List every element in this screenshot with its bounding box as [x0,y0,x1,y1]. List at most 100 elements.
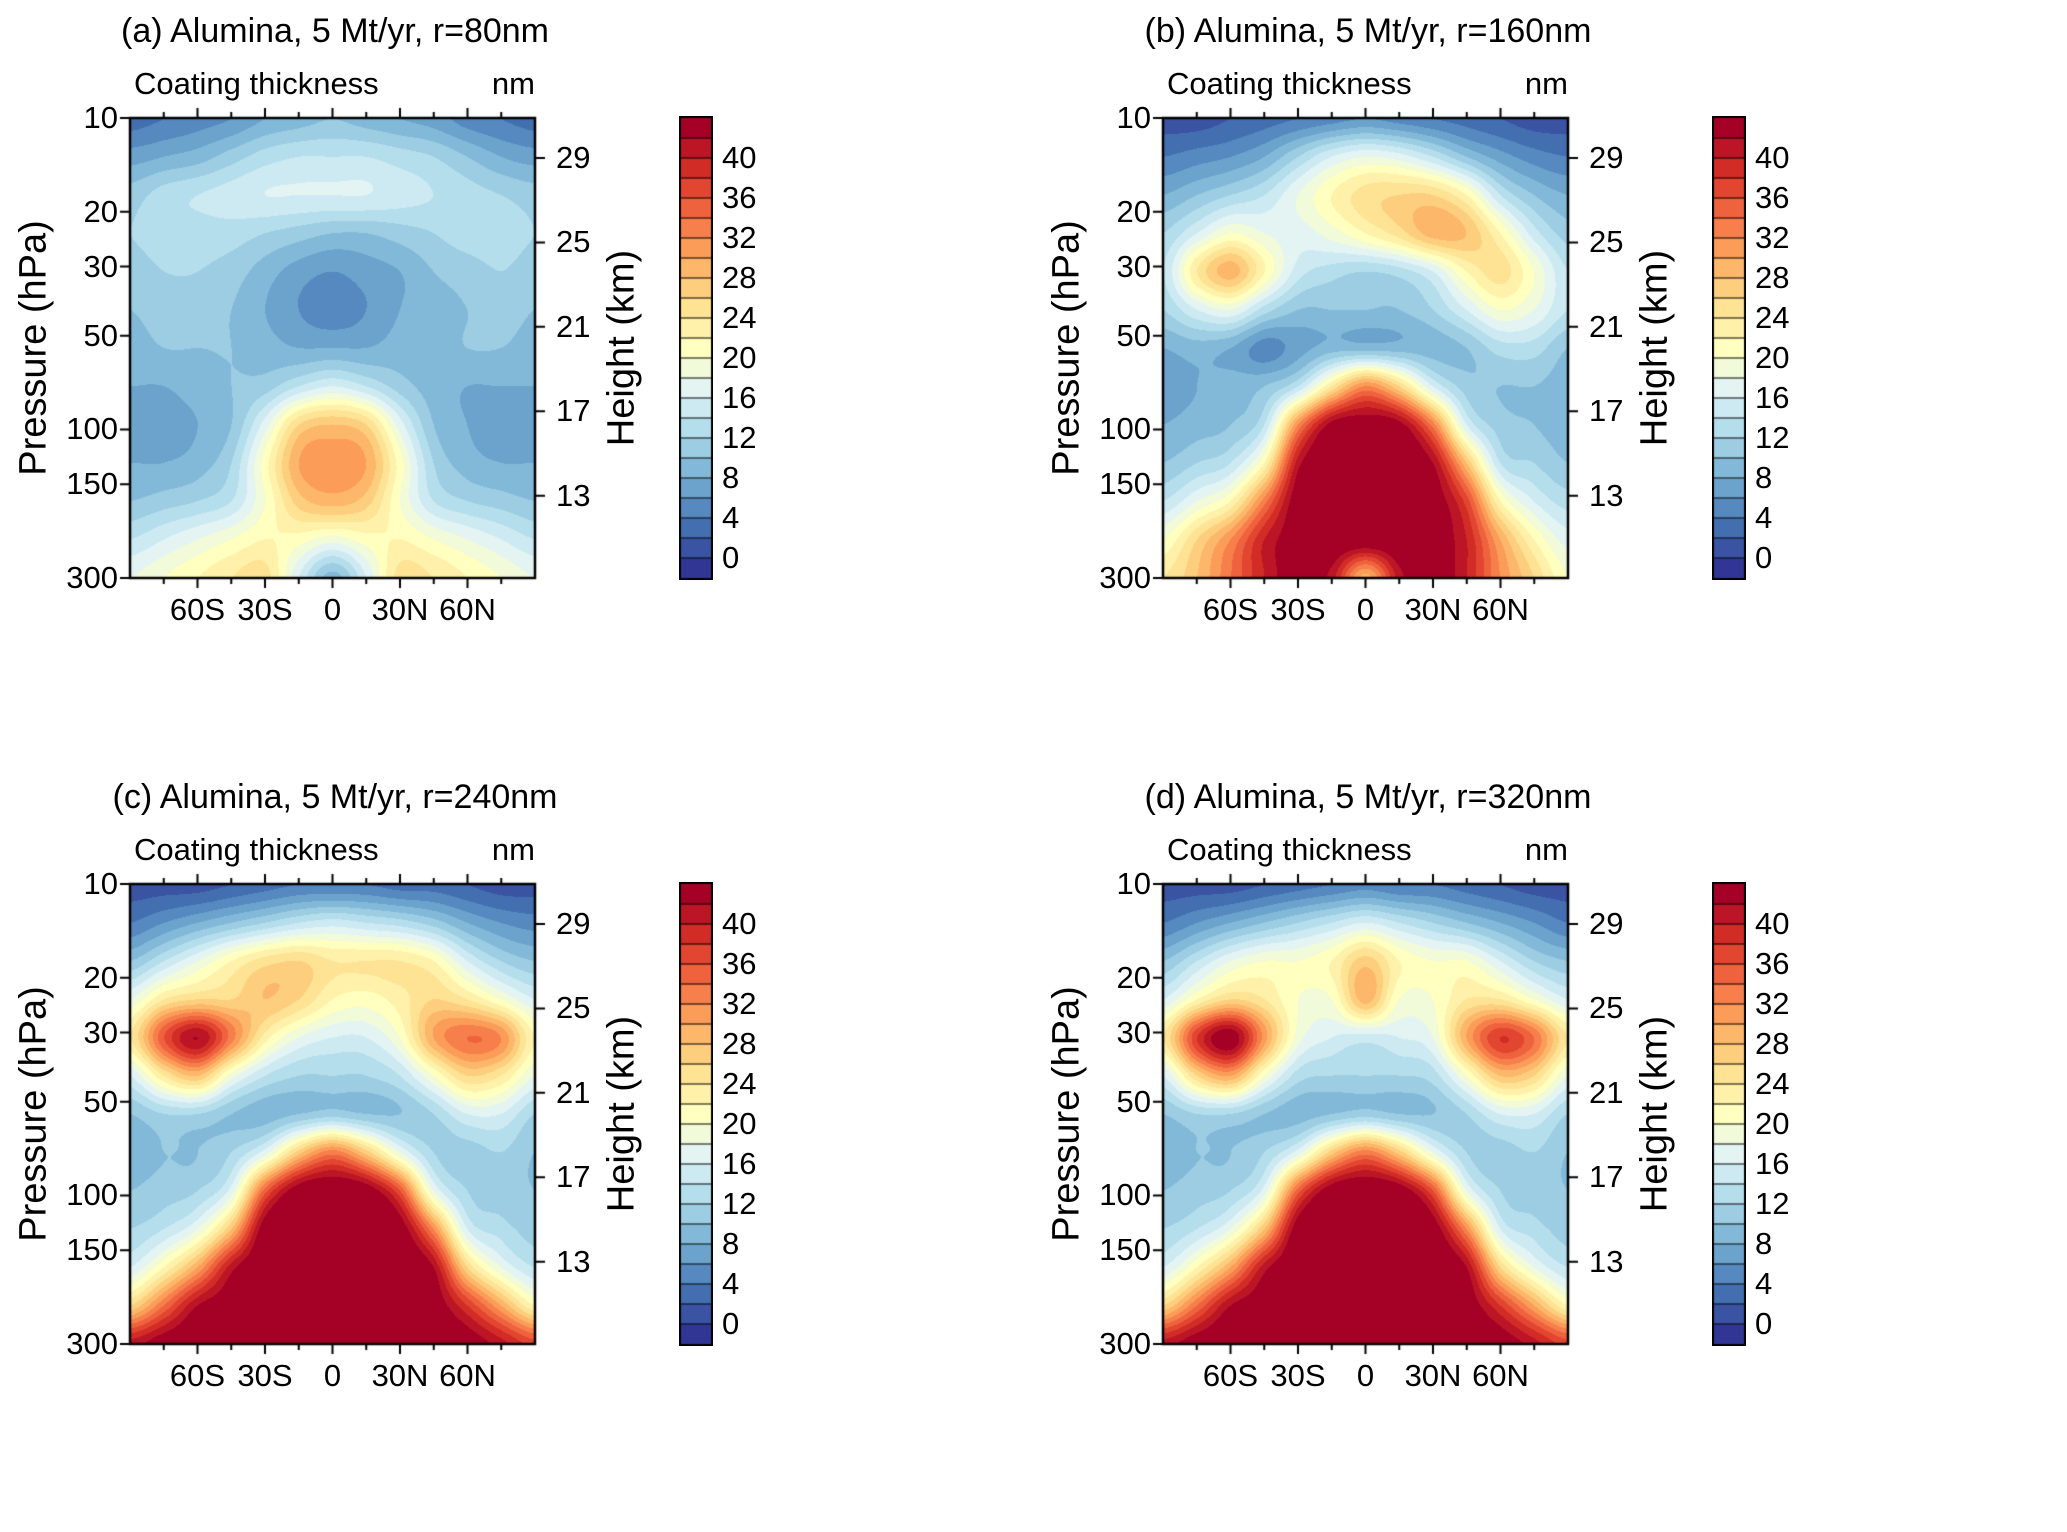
colorbar-canvas [679,116,713,580]
x-tick-label: 60N [439,1358,496,1393]
x-tick-label: 60S [1202,1358,1259,1393]
coating-thickness-label: Coating thickness [1167,66,1412,101]
pressure-tick-label: 50 [83,317,118,353]
colorbar-tick-label: 4 [722,500,740,535]
x-tick-label: 30S [1270,1358,1326,1393]
pressure-tick-label: 300 [66,1326,118,1361]
colorbar-tick-label: 16 [722,1146,757,1181]
x-tick-label: 60S [169,1358,226,1393]
height-tick-label: 21 [1589,308,1624,344]
pressure-tick-label: 100 [1099,411,1151,447]
panel-d: (d) Alumina, 5 Mt/yr, r=320nm Coating th… [1033,766,2066,1532]
colorbar-tick-label: 28 [1755,1026,1790,1061]
colorbar-tick-label: 32 [722,986,757,1021]
height-tick-label: 13 [556,477,591,513]
pressure-tick-label: 30 [1116,248,1151,284]
colorbar-tick-label: 20 [1755,340,1790,375]
colorbar-tick-label: 0 [722,1306,740,1341]
pressure-tick-label: 30 [83,248,118,284]
pressure-tick-label: 20 [1116,959,1151,995]
nm-unit-label: nm [491,832,535,867]
height-axis-label: Height (km) [600,249,643,447]
pressure-tick-label: 100 [66,1177,118,1213]
colorbar-tick-label: 32 [722,220,757,255]
colorbar-tick-label: 8 [722,460,740,495]
colorbar-tick-label: 40 [722,140,757,175]
contour-plot-canvas [116,104,549,592]
x-tick-label: 30S [237,592,293,627]
colorbar-tick-label: 4 [1755,1266,1773,1301]
colorbar-tick-label: 36 [722,180,757,215]
height-tick-label: 13 [556,1243,591,1279]
coating-thickness-label: Coating thickness [1167,832,1412,867]
colorbar-tick-label: 40 [1755,140,1790,175]
colorbar-tick-label: 40 [1755,906,1790,941]
colorbar-tick-label: 28 [722,260,757,295]
height-axis-label: Height (km) [600,1015,643,1213]
pressure-tick-label: 100 [66,411,118,447]
pressure-tick-label: 10 [1116,866,1151,901]
x-tick-label: 30S [237,1358,293,1393]
pressure-tick-label: 300 [1099,1326,1151,1361]
x-tick-label: 30N [371,1358,429,1393]
height-tick-label: 29 [1589,906,1624,942]
pressure-tick-label: 300 [1099,560,1151,595]
colorbar-tick-label: 32 [1755,220,1790,255]
height-tick-label: 25 [1589,224,1624,260]
colorbar-tick-label: 16 [1755,1146,1790,1181]
colorbar-tick-label: 4 [1755,500,1773,535]
pressure-tick-label: 20 [1116,193,1151,229]
colorbar-tick-label: 20 [1755,1106,1790,1141]
colorbar-tick-label: 12 [722,420,757,455]
colorbar-tick-label: 24 [722,300,757,335]
nm-unit-label: nm [1524,832,1568,867]
pressure-tick-label: 150 [1099,466,1151,502]
height-axis-label: Height (km) [1633,1015,1676,1213]
pressure-tick-label: 10 [83,866,118,901]
colorbar-tick-label: 0 [722,540,740,575]
pressure-tick-label: 10 [1116,100,1151,135]
colorbar-tick-label: 4 [722,1266,740,1301]
height-tick-label: 17 [1589,1159,1624,1195]
x-tick-label: 0 [323,1358,342,1393]
x-tick-label: 60S [1202,592,1259,627]
colorbar-tick-label: 0 [1755,1306,1773,1341]
height-tick-label: 17 [1589,393,1624,429]
colorbar-tick-label: 20 [722,340,757,375]
colorbar-tick-label: 28 [722,1026,757,1061]
nm-unit-label: nm [1524,66,1568,101]
pressure-tick-label: 100 [1099,1177,1151,1213]
colorbar-tick-label: 36 [1755,180,1790,215]
panel-a: (a) Alumina, 5 Mt/yr, r=80nm Coating thi… [0,0,1033,766]
pressure-tick-label: 150 [66,1232,118,1268]
colorbar-tick-label: 36 [722,946,757,981]
height-tick-label: 17 [556,393,591,429]
x-tick-label: 30N [1404,1358,1462,1393]
pressure-tick-label: 300 [66,560,118,595]
panel-title: (b) Alumina, 5 Mt/yr, r=160nm [1144,12,1592,50]
colorbar-tick-label: 24 [1755,300,1790,335]
height-tick-label: 25 [1589,990,1624,1026]
x-tick-label: 0 [1356,592,1375,627]
pressure-tick-label: 20 [83,193,118,229]
colorbar-tick-label: 8 [722,1226,740,1261]
colorbar-tick-label: 40 [722,906,757,941]
pressure-tick-label: 50 [83,1083,118,1119]
contour-plot-canvas [116,870,549,1358]
pressure-tick-label: 50 [1116,317,1151,353]
panel-b: (b) Alumina, 5 Mt/yr, r=160nm Coating th… [1033,0,2066,766]
colorbar-tick-label: 12 [1755,1186,1790,1221]
x-tick-label: 0 [323,592,342,627]
colorbar-canvas [679,882,713,1346]
colorbar-tick-label: 24 [1755,1066,1790,1101]
height-tick-label: 21 [556,308,591,344]
colorbar-tick-label: 8 [1755,460,1773,495]
panel-title: (c) Alumina, 5 Mt/yr, r=240nm [112,778,558,816]
x-tick-label: 30N [1404,592,1462,627]
panel-title: (d) Alumina, 5 Mt/yr, r=320nm [1144,778,1592,816]
colorbar-canvas [1712,116,1746,580]
colorbar-tick-label: 0 [1755,540,1773,575]
x-tick-label: 60N [439,592,496,627]
nm-unit-label: nm [491,66,535,101]
